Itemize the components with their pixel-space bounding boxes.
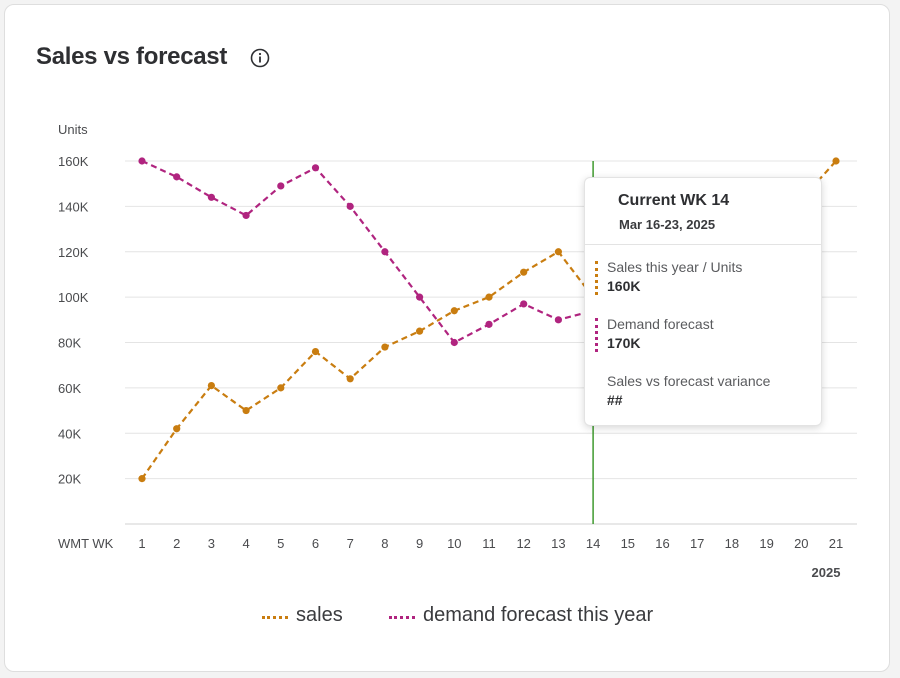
data-point xyxy=(277,384,285,392)
x-tick-label: 18 xyxy=(725,536,739,551)
legend-label: demand forecast this year xyxy=(423,604,654,626)
y-tick-label: 140K xyxy=(58,199,89,214)
data-point xyxy=(242,406,250,415)
x-tick-label: 1 xyxy=(138,536,145,551)
tooltip-item-label: Demand forecast xyxy=(607,316,714,332)
series-line-sales xyxy=(817,160,837,182)
data-point xyxy=(207,193,215,201)
data-point xyxy=(346,375,354,383)
legend-label: sales xyxy=(296,604,343,626)
data-point xyxy=(554,248,563,256)
x-tick-label: 7 xyxy=(347,536,354,551)
data-point xyxy=(450,338,458,347)
sales-legend-swatch xyxy=(262,616,288,619)
y-tick-label: 40K xyxy=(58,426,81,441)
x-tick-label: 10 xyxy=(447,536,461,551)
data-point xyxy=(485,293,493,301)
data-point xyxy=(138,475,146,483)
x-tick-label: 12 xyxy=(516,536,530,551)
forecast-swatch xyxy=(595,318,601,352)
tooltip-date: Mar 16-23, 2025 xyxy=(619,217,716,232)
data-point xyxy=(485,320,493,328)
x-tick-label: 9 xyxy=(416,536,423,551)
tooltip-item-label: Sales this year / Units xyxy=(607,259,743,275)
data-point xyxy=(416,293,424,301)
x-tick-label: 15 xyxy=(621,536,635,551)
x-tick-label: 16 xyxy=(655,536,669,551)
data-point xyxy=(416,327,424,335)
y-tick-label: 160K xyxy=(58,154,89,169)
x-tick-label: 3 xyxy=(208,536,215,551)
sales-swatch xyxy=(595,261,601,295)
data-point xyxy=(207,382,215,390)
x-tick-label: 4 xyxy=(242,536,249,551)
hover-tooltip: Current WK 14 Mar 16-23, 2025 Sales this… xyxy=(584,177,822,426)
data-point xyxy=(173,173,181,181)
data-point xyxy=(381,343,389,351)
series-line-forecast xyxy=(141,159,594,344)
data-point xyxy=(520,300,528,308)
x-tick-label: 5 xyxy=(277,536,284,551)
forecast-legend-swatch xyxy=(389,616,415,619)
data-point xyxy=(450,307,458,315)
chart-legend: sales demand forecast this year xyxy=(0,604,900,632)
data-point xyxy=(346,202,354,210)
x-tick-label: 6 xyxy=(312,536,319,551)
tooltip-item-value: 160K xyxy=(607,278,641,294)
data-point xyxy=(554,316,563,324)
page-title: Sales vs forecast xyxy=(36,43,228,70)
x-axis-title: WMT WK xyxy=(58,536,114,551)
series-line-sales xyxy=(141,250,629,480)
data-point xyxy=(242,211,250,220)
x-tick-label: 14 xyxy=(586,536,600,551)
data-point xyxy=(311,164,320,172)
y-axis-title: Units xyxy=(58,122,88,137)
y-tick-label: 100K xyxy=(58,290,89,305)
x-tick-label: 8 xyxy=(381,536,388,551)
x-group-label: 2025 xyxy=(812,565,841,580)
tooltip-title: Current WK 14 xyxy=(618,192,730,209)
y-tick-label: 60K xyxy=(58,381,81,396)
data-point xyxy=(173,425,181,433)
x-tick-label: 17 xyxy=(690,536,704,551)
tooltip-item-label: Sales vs forecast variance xyxy=(607,373,771,389)
tooltip-item-value: 170K xyxy=(607,335,641,351)
x-tick-label: 11 xyxy=(482,536,496,551)
tooltip-item-value: ## xyxy=(607,392,623,408)
data-point xyxy=(520,268,528,276)
y-tick-label: 120K xyxy=(58,245,89,260)
data-point xyxy=(277,182,285,190)
data-point xyxy=(311,347,320,356)
data-point xyxy=(138,157,146,165)
x-tick-label: 21 xyxy=(829,536,843,551)
y-tick-label: 80K xyxy=(58,336,81,351)
x-tick-label: 13 xyxy=(551,536,565,551)
data-point xyxy=(381,248,389,256)
x-tick-label: 19 xyxy=(759,536,773,551)
x-tick-label: 2 xyxy=(173,536,180,551)
x-tick-label: 20 xyxy=(794,536,808,551)
tooltip-header: Current WK 14 Mar 16-23, 2025 xyxy=(585,178,821,245)
info-icon[interactable] xyxy=(250,48,270,68)
y-tick-label: 20K xyxy=(58,472,81,487)
